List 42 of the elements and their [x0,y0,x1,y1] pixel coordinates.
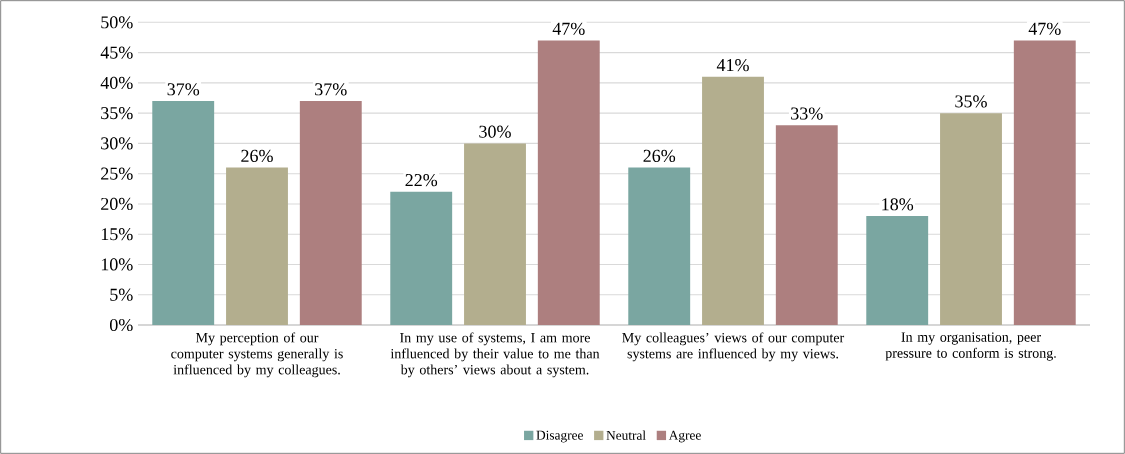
data-label: 26% [643,149,676,163]
bar [1013,40,1076,325]
y-tick-label: 10% [101,258,133,271]
bar [464,143,526,325]
bar [152,101,215,325]
data-label: 37% [315,83,347,96]
x-tick-label: In my use of systems, I am more influenced by their value to me than by others’ views about a system. [390,332,600,378]
data-label: 41% [716,59,749,72]
bar [940,113,1002,325]
y-tick-label: 5% [110,288,133,301]
data-label: 33% [791,107,823,120]
data-label: 35% [955,95,987,108]
y-tick-label: 0% [109,318,133,332]
bar [299,101,362,325]
data-label: 47% [552,22,585,35]
y-tick-label: 15% [101,228,133,241]
legend-label: Agree [668,430,701,443]
bar [628,167,691,325]
data-label: 30% [479,125,511,138]
x-tick-label: My perception of our computer systems generally is influenced by my colleagues. [171,332,343,378]
bar [226,167,288,325]
y-tick-label: 35% [101,107,133,120]
data-label: 47% [1028,22,1061,35]
bar [390,191,453,325]
bar [775,125,838,325]
legend-label: Neutral [606,430,646,440]
y-tick-label: 45% [100,46,133,59]
bar [537,40,600,325]
bar [702,76,764,325]
y-tick-label: 50% [101,16,133,29]
data-label: 18% [882,198,914,211]
x-tick-label: My colleagues’ views of our computer systems are influenced by my views. [622,332,845,362]
y-tick-label: 30% [101,137,133,150]
y-tick-label: 40% [100,76,133,89]
y-tick-label: 25% [101,167,133,180]
data-label: 26% [241,149,273,163]
data-label: 22% [405,174,438,187]
x-tick-label: In my organisation, peer pressure to conform is strong. [885,332,1056,361]
y-tick-label: 20% [101,197,133,211]
bar [866,216,929,325]
data-label: 37% [167,83,200,96]
legend-label: Disagree [536,430,583,443]
